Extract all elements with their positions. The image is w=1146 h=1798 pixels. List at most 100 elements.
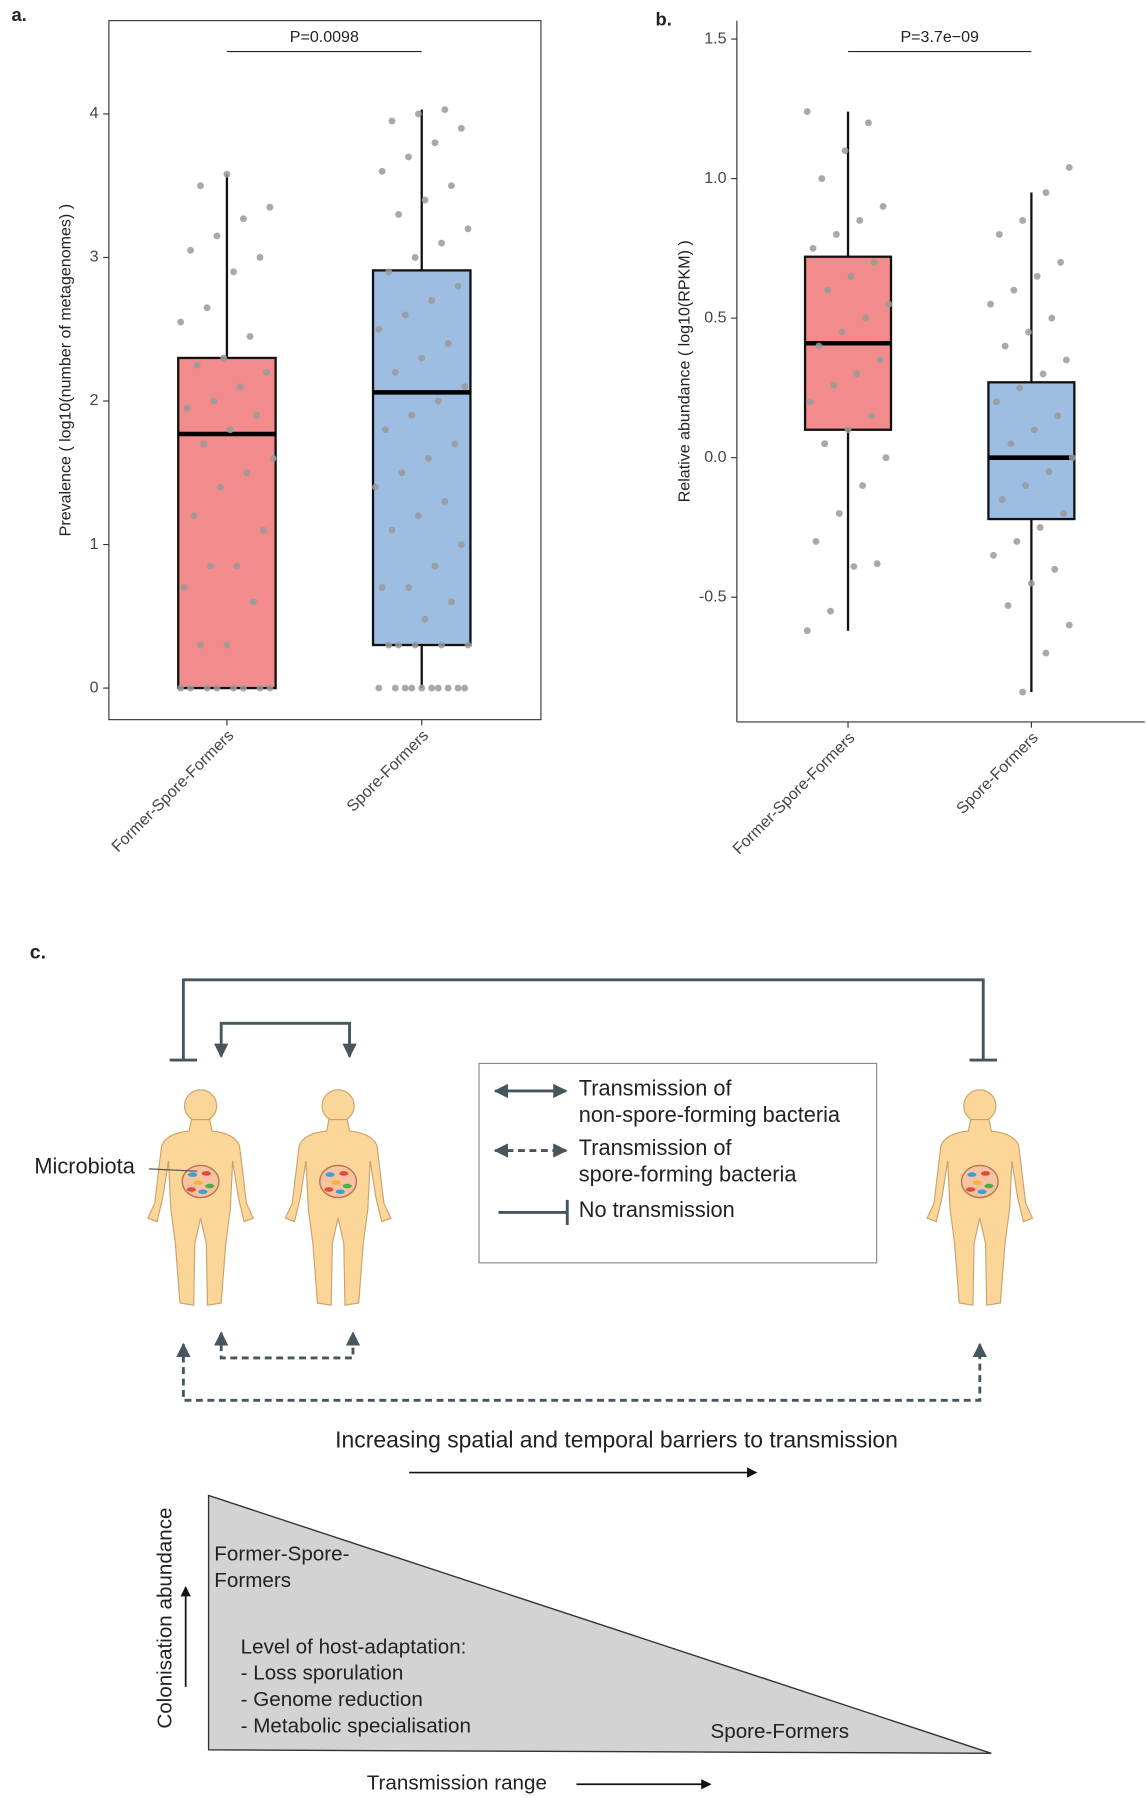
y-tick-label: 3 [90, 248, 99, 266]
y-tick-label: -0.5 [699, 587, 727, 605]
point [422, 616, 429, 623]
point [1069, 454, 1076, 461]
point [1028, 580, 1035, 587]
point [214, 685, 221, 692]
point [392, 369, 399, 376]
dashed-arrow [221, 1333, 353, 1358]
point [257, 685, 264, 692]
point [402, 311, 409, 318]
point [223, 171, 230, 178]
point [253, 412, 260, 419]
human [927, 1090, 1032, 1305]
point [240, 215, 247, 222]
point [818, 175, 825, 182]
point [987, 301, 994, 308]
point [428, 297, 435, 304]
point [187, 247, 194, 254]
point [445, 340, 452, 347]
point [865, 119, 872, 126]
legend-text: non-spore-forming bacteria [579, 1102, 841, 1127]
legend-text: spore-forming bacteria [579, 1161, 798, 1186]
panel-label: b. [656, 8, 672, 29]
point [465, 225, 472, 232]
point [990, 552, 997, 559]
y-tick-label: 1 [90, 535, 99, 553]
y-tick-label: 1.5 [704, 29, 726, 47]
point [1034, 273, 1041, 280]
point [197, 642, 204, 649]
point [1002, 343, 1009, 350]
point [260, 527, 267, 534]
point [445, 685, 452, 692]
point [408, 412, 415, 419]
point [187, 685, 194, 692]
point [428, 685, 435, 692]
point [1057, 259, 1064, 266]
point [405, 584, 412, 591]
point [263, 369, 270, 376]
point [1063, 357, 1070, 364]
point [438, 642, 445, 649]
point [181, 584, 188, 591]
point [877, 357, 884, 364]
point [1005, 602, 1012, 609]
point [874, 560, 881, 567]
y-axis-label: Prevalence ( log10(number of metagenomes… [57, 204, 75, 536]
point [398, 469, 405, 476]
point [1022, 482, 1029, 489]
x-tick-label: Former-Spore-Formers [729, 729, 858, 858]
point [458, 125, 465, 132]
point [177, 319, 184, 326]
point [441, 106, 448, 113]
microbiota-label: Microbiota [34, 1153, 135, 1178]
panel-label: c. [30, 942, 46, 964]
point [804, 627, 811, 634]
point [1019, 217, 1026, 224]
point [1016, 384, 1023, 391]
point [382, 426, 389, 433]
point [385, 642, 392, 649]
barrier-caption: Increasing spatial and temporal barriers… [335, 1427, 898, 1453]
point [824, 287, 831, 294]
y-tick-label: 1.0 [704, 169, 726, 187]
charts: a.Prevalence ( log10(number of metagenom… [11, 4, 1144, 858]
point [999, 496, 1006, 503]
point [804, 108, 811, 115]
point [200, 441, 207, 448]
figure: a.Prevalence ( log10(number of metagenom… [0, 0, 1146, 1798]
point [1037, 524, 1044, 531]
point [184, 405, 191, 412]
group-label: Spore-Formers [711, 1720, 850, 1743]
point [1043, 189, 1050, 196]
point [435, 398, 442, 405]
y-tick-label: 4 [90, 104, 99, 122]
point [993, 398, 1000, 405]
point [435, 685, 442, 692]
point [842, 147, 849, 154]
point [392, 685, 399, 692]
box [178, 358, 275, 688]
point [379, 584, 386, 591]
point [461, 383, 468, 390]
group-label: Formers [214, 1569, 291, 1592]
y-tick-label: 2 [90, 391, 99, 409]
point [848, 273, 855, 280]
point [375, 685, 382, 692]
page: {"chart_data": [ {"type": "box", "label"… [0, 0, 1146, 1798]
point [1043, 650, 1050, 657]
point [461, 685, 468, 692]
point [372, 484, 379, 491]
point [385, 268, 392, 275]
point [204, 304, 211, 311]
y-tick-label: 0.5 [704, 308, 726, 326]
point [425, 455, 432, 462]
point [1048, 315, 1055, 322]
p-value: P=3.7e−09 [900, 28, 979, 46]
point [1010, 287, 1017, 294]
point [810, 245, 817, 252]
point [405, 154, 412, 161]
point [389, 527, 396, 534]
point [1045, 468, 1052, 475]
point [1060, 510, 1067, 517]
point [839, 329, 846, 336]
